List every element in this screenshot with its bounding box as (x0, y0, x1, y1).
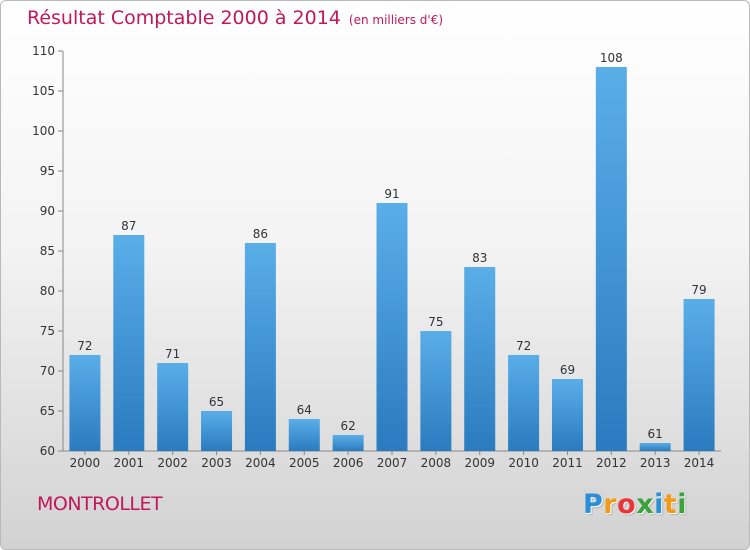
x-tick-label: 2008 (421, 456, 452, 470)
bar-2014 (683, 299, 715, 451)
x-tick-label: 2009 (464, 456, 495, 470)
data-label: 72 (516, 339, 531, 353)
logo-letter: x (636, 489, 655, 520)
data-labels: 72 87 71 65 86 64 62 91 75 83 72 69 108 61 79 (77, 51, 706, 441)
data-label: 91 (384, 187, 399, 201)
bar-2007 (376, 203, 408, 451)
data-label: 69 (560, 363, 575, 377)
bar-2001 (113, 235, 145, 451)
data-label: 61 (648, 427, 663, 441)
x-tick-label: 2006 (333, 456, 364, 470)
data-label: 65 (209, 395, 224, 409)
data-label: 75 (428, 315, 443, 329)
bar-2012 (595, 67, 627, 451)
bar-2009 (464, 267, 496, 451)
y-tick-label: 85 (40, 244, 55, 258)
y-tick-label: 95 (40, 164, 55, 178)
x-tick-label: 2010 (508, 456, 539, 470)
x-tick-label: 2005 (289, 456, 320, 470)
bar-2013 (639, 443, 671, 451)
logo-letter: o (617, 489, 637, 520)
bar-2003 (201, 411, 233, 451)
x-tick-label: 2007 (377, 456, 408, 470)
y-tick-label: 105 (32, 84, 55, 98)
proxiti-logo[interactable]: Proxiti (583, 489, 687, 520)
bar-2010 (508, 355, 540, 451)
y-tick-label: 90 (40, 204, 55, 218)
commune-name: MONTROLLET (37, 493, 163, 515)
logo-letter: i (677, 489, 688, 520)
data-label: 108 (600, 51, 623, 65)
y-tick-label: 100 (32, 124, 55, 138)
data-label: 72 (77, 339, 92, 353)
data-label: 87 (121, 219, 136, 233)
bar-2004 (244, 243, 276, 451)
x-tick-label: 2002 (157, 456, 188, 470)
chart-title: Résultat Comptable 2000 à 2014 (en millie… (27, 7, 443, 29)
x-tick-label: 2003 (201, 456, 232, 470)
data-label: 62 (340, 419, 355, 433)
x-tick-label: 2011 (552, 456, 583, 470)
logo-letter: P (583, 489, 604, 520)
bar-2011 (551, 379, 583, 451)
data-label: 79 (691, 283, 706, 297)
y-tick-label: 75 (40, 324, 55, 338)
bar-2008 (420, 331, 452, 451)
y-tick-label: 80 (40, 284, 55, 298)
bar-2000 (69, 355, 101, 451)
x-tick-label: 2013 (640, 456, 671, 470)
bar-2006 (332, 435, 364, 451)
x-tick-label: 2004 (245, 456, 276, 470)
logo-letter: r (603, 489, 618, 520)
logo-letter: t (663, 489, 678, 520)
data-label: 83 (472, 251, 487, 265)
x-tick-label: 2014 (684, 456, 715, 470)
chart-title-text: Résultat Comptable 2000 à 2014 (27, 7, 341, 29)
x-tick-label: 2001 (114, 456, 145, 470)
bars (69, 67, 715, 451)
logo-letter: i (654, 489, 664, 520)
y-tick-label: 70 (40, 364, 55, 378)
x-tick-label: 2000 (70, 456, 101, 470)
bar-2002 (157, 363, 189, 451)
data-label: 64 (297, 403, 312, 417)
x-tick-label: 2012 (596, 456, 627, 470)
data-label: 86 (253, 227, 268, 241)
y-tick-label: 110 (32, 44, 55, 58)
data-label: 71 (165, 347, 180, 361)
y-tick-label: 60 (40, 444, 55, 458)
bar-2005 (288, 419, 320, 451)
chart-subtitle: (en milliers d'€) (348, 13, 444, 27)
y-tick-label: 65 (40, 404, 55, 418)
